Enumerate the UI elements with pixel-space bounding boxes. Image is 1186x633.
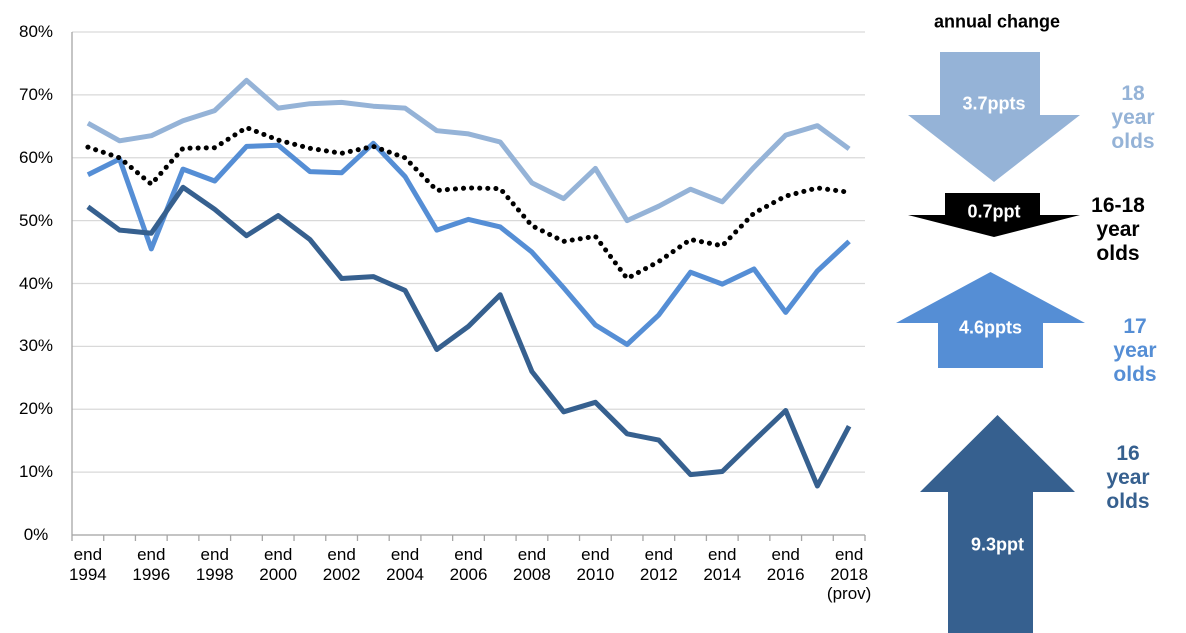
x-tick-label: end 2000 — [259, 545, 298, 584]
y-tick-label: 20% — [18, 399, 54, 419]
x-tick-label: end 2012 — [639, 545, 678, 584]
y-tick-label: 10% — [18, 462, 54, 482]
annotation-title: annual change — [933, 11, 1061, 32]
x-tick-label: end 1998 — [195, 545, 234, 584]
series-line — [86, 184, 852, 489]
legend-label: 17 year olds — [1113, 314, 1157, 387]
change-label: 4.6ppts — [958, 317, 1023, 338]
legend-label: 16-18 year olds — [1091, 193, 1145, 266]
series-line — [85, 125, 852, 281]
series-line — [86, 140, 851, 347]
legend-label: 18 year olds — [1111, 81, 1155, 154]
series-line — [86, 77, 851, 224]
change-arrow — [908, 52, 1080, 182]
y-tick-label: 50% — [18, 210, 54, 230]
x-tick-label: end 1996 — [132, 545, 171, 584]
y-tick-label: 80% — [18, 22, 54, 42]
x-tick-label: end 2018 (prov) — [826, 545, 872, 604]
x-tick-label: end 2008 — [513, 545, 551, 584]
x-tick-label: end 2002 — [322, 545, 361, 584]
change-label: 3.7ppts — [962, 93, 1026, 114]
x-tick-label: end 2006 — [449, 545, 488, 584]
x-tick-label: end 2004 — [386, 545, 424, 584]
y-tick-label: 30% — [18, 336, 54, 356]
x-tick-label: end 2010 — [576, 545, 615, 584]
x-tick-label: end 2016 — [766, 545, 805, 584]
change-label: 9.3ppt — [970, 534, 1025, 555]
y-tick-label: 60% — [18, 147, 54, 167]
change-arrow — [908, 193, 1080, 237]
y-tick-label: 0% — [23, 525, 49, 545]
change-arrow — [920, 415, 1075, 633]
x-tick-label: end 2014 — [703, 545, 742, 584]
legend-label: 16 year olds — [1106, 441, 1150, 514]
x-tick-label: end 1994 — [68, 545, 107, 584]
change-arrow — [896, 272, 1085, 368]
y-tick-label: 40% — [18, 273, 54, 293]
change-label: 0.7ppt — [967, 201, 1021, 222]
y-tick-label: 70% — [18, 85, 54, 105]
